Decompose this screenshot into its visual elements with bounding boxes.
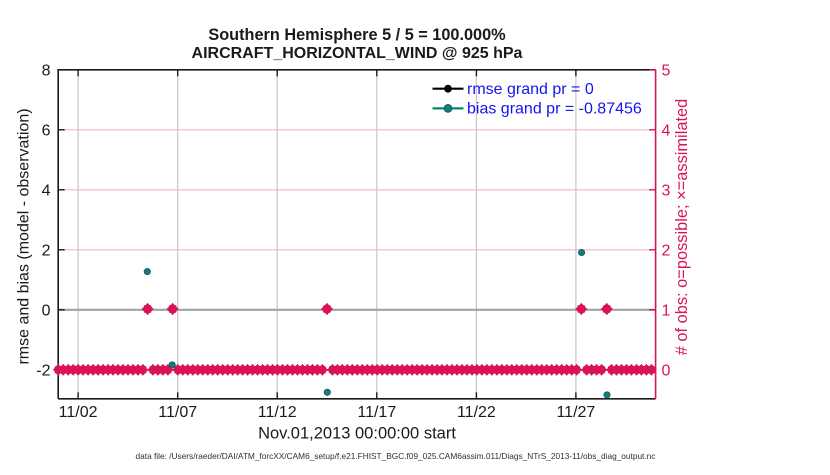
svg-text:0: 0 <box>662 362 671 379</box>
svg-text:6: 6 <box>42 122 51 139</box>
svg-text:11/27: 11/27 <box>556 404 595 421</box>
svg-text:Nov.01,2013 00:00:00 start: Nov.01,2013 00:00:00 start <box>258 425 456 443</box>
svg-text:3: 3 <box>662 182 671 199</box>
svg-text:11/22: 11/22 <box>457 404 496 421</box>
svg-text:rmse and bias (model - observa: rmse and bias (model - observation) <box>16 108 33 364</box>
svg-text:1: 1 <box>662 302 671 319</box>
svg-text:2: 2 <box>662 242 671 259</box>
svg-text:2: 2 <box>42 242 51 259</box>
svg-text:bias grand pr = -0.87456: bias grand pr = -0.87456 <box>467 101 642 118</box>
svg-text:-2: -2 <box>36 362 50 379</box>
svg-text:11/17: 11/17 <box>357 404 396 421</box>
svg-text:Southern Hemisphere 5 / 5 = 10: Southern Hemisphere 5 / 5 = 100.000% <box>208 26 506 44</box>
svg-text:rmse grand pr = 0: rmse grand pr = 0 <box>467 81 594 98</box>
svg-text:data file: /Users/raeder/DAI/A: data file: /Users/raeder/DAI/ATM_forcXX/… <box>136 451 656 461</box>
svg-text:8: 8 <box>42 62 51 79</box>
svg-text:4: 4 <box>662 122 671 139</box>
svg-text:0: 0 <box>42 302 51 319</box>
svg-text:5: 5 <box>662 62 671 79</box>
svg-text:11/07: 11/07 <box>158 404 197 421</box>
svg-text:# of obs: o=possible; ×=assimi: # of obs: o=possible; ×=assimilated <box>673 99 691 356</box>
svg-text:AIRCRAFT_HORIZONTAL_WIND @ 925: AIRCRAFT_HORIZONTAL_WIND @ 925 hPa <box>192 45 523 62</box>
svg-text:11/02: 11/02 <box>59 404 98 421</box>
svg-text:11/12: 11/12 <box>258 404 297 421</box>
svg-text:4: 4 <box>42 182 51 199</box>
